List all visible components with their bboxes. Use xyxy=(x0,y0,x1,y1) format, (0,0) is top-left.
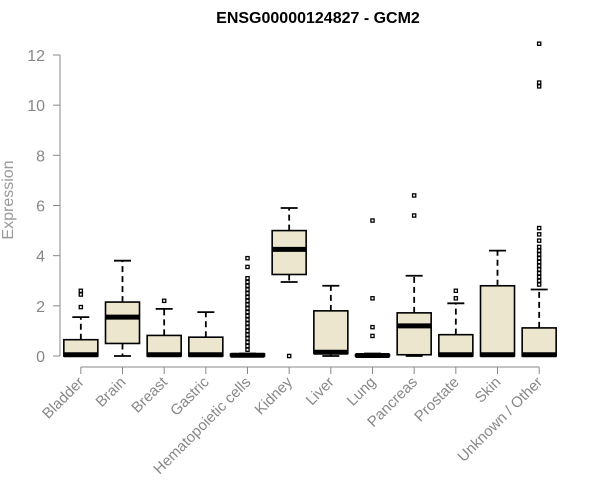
x-tick-label: Liver xyxy=(303,374,338,409)
outlier-point xyxy=(245,317,250,322)
box-group xyxy=(354,218,391,358)
box-group xyxy=(146,298,182,358)
outlier-point xyxy=(536,282,542,287)
chart-title: ENSG00000124827 - GCM2 xyxy=(216,10,420,27)
box xyxy=(396,312,432,356)
outlier-point xyxy=(245,306,250,311)
outlier-point xyxy=(245,287,250,292)
outlier-point xyxy=(536,270,542,276)
outlier-point xyxy=(453,288,459,294)
outlier-point xyxy=(245,294,250,300)
outlier-point xyxy=(245,283,250,289)
outlier-point xyxy=(245,339,250,345)
outlier-point xyxy=(536,263,542,268)
box-group xyxy=(313,284,349,357)
box xyxy=(104,301,141,345)
box-group xyxy=(104,259,141,357)
outlier-point xyxy=(78,292,84,297)
outlier-point xyxy=(536,41,542,46)
outlier-point xyxy=(536,255,542,261)
y-tick-label: 0 xyxy=(36,349,45,366)
y-axis-label: Expression xyxy=(0,160,17,239)
box-group xyxy=(396,193,432,357)
outlier-point xyxy=(370,324,375,330)
y-axis: 0 2 4 6 8 10 12 xyxy=(27,48,61,366)
outlier-point xyxy=(536,248,542,253)
y-tick-label: 4 xyxy=(36,249,45,266)
outlier-point xyxy=(370,333,375,339)
outlier-point xyxy=(370,296,375,301)
x-tick-label: Breast xyxy=(128,373,171,416)
x-tick-label: Bladder xyxy=(39,374,88,423)
outlier-point xyxy=(536,238,542,243)
x-tick-label: Lung xyxy=(344,374,380,410)
x-tick-label: Brain xyxy=(93,374,130,411)
outlier-point xyxy=(536,80,542,85)
outlier-point xyxy=(245,291,250,296)
outlier-point xyxy=(536,278,542,283)
box-group xyxy=(63,288,99,358)
x-tick-label: Prostate xyxy=(411,374,463,426)
outlier-point xyxy=(245,298,250,304)
outlier-point xyxy=(245,255,250,261)
outlier-point xyxy=(245,328,250,334)
outlier-point xyxy=(536,244,542,250)
box xyxy=(313,310,349,355)
outlier-point xyxy=(536,232,542,237)
y-tick-label: 8 xyxy=(36,148,45,165)
box-group xyxy=(438,288,474,358)
y-tick-label: 6 xyxy=(36,199,45,216)
outlier-point xyxy=(453,296,459,301)
box xyxy=(479,284,516,357)
boxes-layer xyxy=(63,41,557,359)
outlier-point xyxy=(286,353,292,359)
outlier-point xyxy=(536,267,542,272)
outlier-point xyxy=(370,218,375,223)
y-tick-label: 12 xyxy=(27,48,45,65)
outlier-point xyxy=(536,274,542,280)
outlier-point xyxy=(245,302,250,307)
outlier-point xyxy=(536,225,542,231)
outlier-point xyxy=(78,304,84,310)
outlier-point xyxy=(245,309,250,315)
outlier-point xyxy=(411,213,417,218)
box xyxy=(271,229,307,276)
outlier-point xyxy=(245,347,250,352)
box-group xyxy=(229,255,266,358)
outlier-point xyxy=(161,298,167,304)
box-group xyxy=(479,249,516,358)
box-group xyxy=(188,311,224,358)
outlier-point xyxy=(536,84,542,89)
outlier-point xyxy=(245,313,250,319)
outlier-point xyxy=(536,252,542,257)
outlier-point xyxy=(411,193,417,198)
box-group xyxy=(521,41,557,358)
outlier-point xyxy=(245,321,250,326)
outlier-point xyxy=(78,288,84,294)
outlier-point xyxy=(245,279,250,285)
outlier-point xyxy=(245,336,250,341)
outlier-point xyxy=(245,343,250,349)
y-tick-label: 10 xyxy=(27,98,45,115)
x-tick-label: Kidney xyxy=(252,373,297,418)
y-tick-label: 2 xyxy=(36,299,45,316)
x-tick-label: Skin xyxy=(472,374,505,407)
outlier-point xyxy=(245,275,250,281)
outlier-point xyxy=(536,259,542,265)
box xyxy=(521,327,557,357)
outlier-point xyxy=(245,332,250,337)
outlier-point xyxy=(245,324,250,330)
outlier-point xyxy=(245,264,250,270)
box-group xyxy=(271,207,307,359)
